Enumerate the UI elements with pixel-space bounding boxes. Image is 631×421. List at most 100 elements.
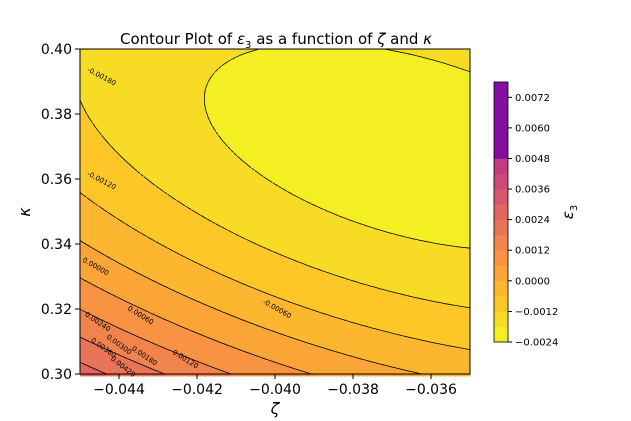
field-cell <box>131 118 135 122</box>
field-cell <box>299 151 303 155</box>
field-cell <box>419 151 423 155</box>
field-cell <box>359 148 363 152</box>
field-cell <box>224 106 228 110</box>
field-cell <box>347 136 351 140</box>
field-cell <box>143 58 147 62</box>
field-cell <box>95 130 99 134</box>
field-cell <box>242 139 246 143</box>
field-cell <box>350 139 354 143</box>
field-cell <box>431 52 435 56</box>
field-cell <box>452 109 456 113</box>
field-cell <box>410 157 414 161</box>
field-cell <box>206 100 210 104</box>
field-cell <box>107 118 111 122</box>
field-cell <box>332 115 336 119</box>
field-cell <box>248 109 252 113</box>
field-cell <box>419 115 423 119</box>
field-cell <box>287 130 291 134</box>
field-cell <box>107 61 111 65</box>
field-cell <box>188 115 192 119</box>
field-cell <box>302 157 306 161</box>
field-cell <box>287 103 291 107</box>
field-cell <box>389 49 393 53</box>
field-cell <box>311 139 315 143</box>
field-cell <box>464 142 468 146</box>
field-cell <box>242 64 246 68</box>
field-cell <box>347 160 351 164</box>
field-cell <box>98 112 102 116</box>
field-cell <box>143 142 147 146</box>
field-cell <box>155 85 159 89</box>
field-cell <box>143 91 147 95</box>
field-cell <box>182 82 186 86</box>
field-cell <box>269 61 273 65</box>
field-cell <box>356 73 360 77</box>
field-cell <box>251 115 255 119</box>
field-cell <box>152 139 156 143</box>
field-cell <box>176 61 180 65</box>
field-cell <box>290 67 294 71</box>
field-cell <box>329 52 333 56</box>
field-cell <box>422 130 426 134</box>
field-cell <box>215 133 219 137</box>
field-cell <box>245 94 249 98</box>
field-cell <box>392 139 396 143</box>
field-cell <box>299 52 303 56</box>
field-cell <box>260 97 264 101</box>
field-cell <box>236 61 240 65</box>
field-cell <box>311 115 315 119</box>
field-cell <box>419 109 423 113</box>
field-cell <box>107 58 111 62</box>
field-cell <box>215 67 219 71</box>
field-cell <box>266 52 270 56</box>
field-cell <box>395 76 399 80</box>
field-cell <box>92 157 96 161</box>
field-cell <box>110 139 114 143</box>
field-cell <box>425 142 429 146</box>
field-cell <box>326 70 330 74</box>
field-cell <box>257 94 261 98</box>
field-cell <box>89 55 93 59</box>
field-cell <box>95 112 99 116</box>
field-cell <box>233 100 237 104</box>
field-cell <box>410 118 414 122</box>
field-cell <box>464 145 468 149</box>
field-cell <box>179 55 183 59</box>
field-cell <box>314 121 318 125</box>
field-cell <box>326 73 330 77</box>
field-cell <box>395 64 399 68</box>
field-cell <box>191 55 195 59</box>
field-cell <box>377 52 381 56</box>
field-cell <box>149 154 153 158</box>
field-cell <box>236 94 240 98</box>
field-cell <box>266 133 270 137</box>
field-cell <box>275 70 279 74</box>
field-cell <box>389 103 393 107</box>
field-cell <box>428 97 432 101</box>
field-cell <box>227 148 231 152</box>
field-cell <box>461 157 465 161</box>
field-cell <box>185 151 189 155</box>
field-cell <box>365 142 369 146</box>
field-cell <box>311 112 315 116</box>
field-cell <box>299 58 303 62</box>
field-cell <box>440 127 444 131</box>
field-cell <box>131 88 135 92</box>
field-cell <box>290 121 294 125</box>
field-cell <box>311 136 315 140</box>
field-cell <box>131 58 135 62</box>
field-cell <box>122 61 126 65</box>
field-cell <box>209 127 213 131</box>
field-cell <box>395 79 399 83</box>
field-cell <box>281 121 285 125</box>
field-cell <box>269 85 273 89</box>
field-cell <box>152 151 156 155</box>
field-cell <box>206 88 210 92</box>
field-cell <box>380 115 384 119</box>
field-cell <box>416 64 420 68</box>
field-cell <box>101 82 105 86</box>
field-cell <box>218 121 222 125</box>
field-cell <box>368 82 372 86</box>
field-cell <box>356 157 360 161</box>
field-cell <box>389 109 393 113</box>
